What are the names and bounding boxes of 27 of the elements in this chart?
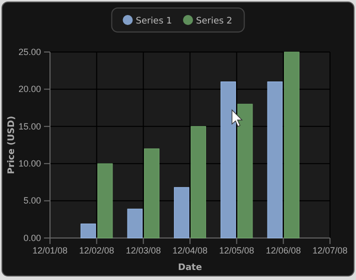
x-tick-label: 12/01/08: [32, 245, 68, 256]
bar: [80, 224, 96, 238]
bar: [190, 126, 206, 238]
bar: [237, 104, 253, 238]
y-tick-label: 5.00: [23, 196, 41, 206]
y-axis-title: Price (USD): [7, 116, 17, 174]
legend-label: Series 2: [196, 16, 232, 26]
bar: [284, 52, 300, 238]
y-tick-label: 0.00: [23, 232, 41, 243]
y-tick-label: 25.00: [18, 46, 41, 57]
bar: [144, 148, 160, 238]
bar: [174, 187, 190, 238]
x-tick-label: 12/07/08: [312, 245, 348, 256]
y-tick-label: 15.00: [18, 121, 41, 132]
x-tick-label: 12/02/08: [79, 245, 114, 256]
x-tick-label: 12/05/08: [219, 245, 254, 256]
bar: [127, 208, 143, 238]
bar: [267, 82, 283, 238]
y-tick-label: 20.00: [18, 84, 41, 94]
legend-label: Series 1: [136, 16, 172, 26]
x-axis-title: Date: [178, 263, 202, 273]
bar: [97, 163, 113, 238]
x-tick-label: 12/04/08: [172, 245, 208, 256]
x-tick-label: 12/03/08: [126, 245, 161, 256]
x-tick-label: 12/06/08: [266, 245, 301, 256]
bar: [220, 82, 236, 238]
y-tick-label: 10.00: [18, 158, 41, 168]
